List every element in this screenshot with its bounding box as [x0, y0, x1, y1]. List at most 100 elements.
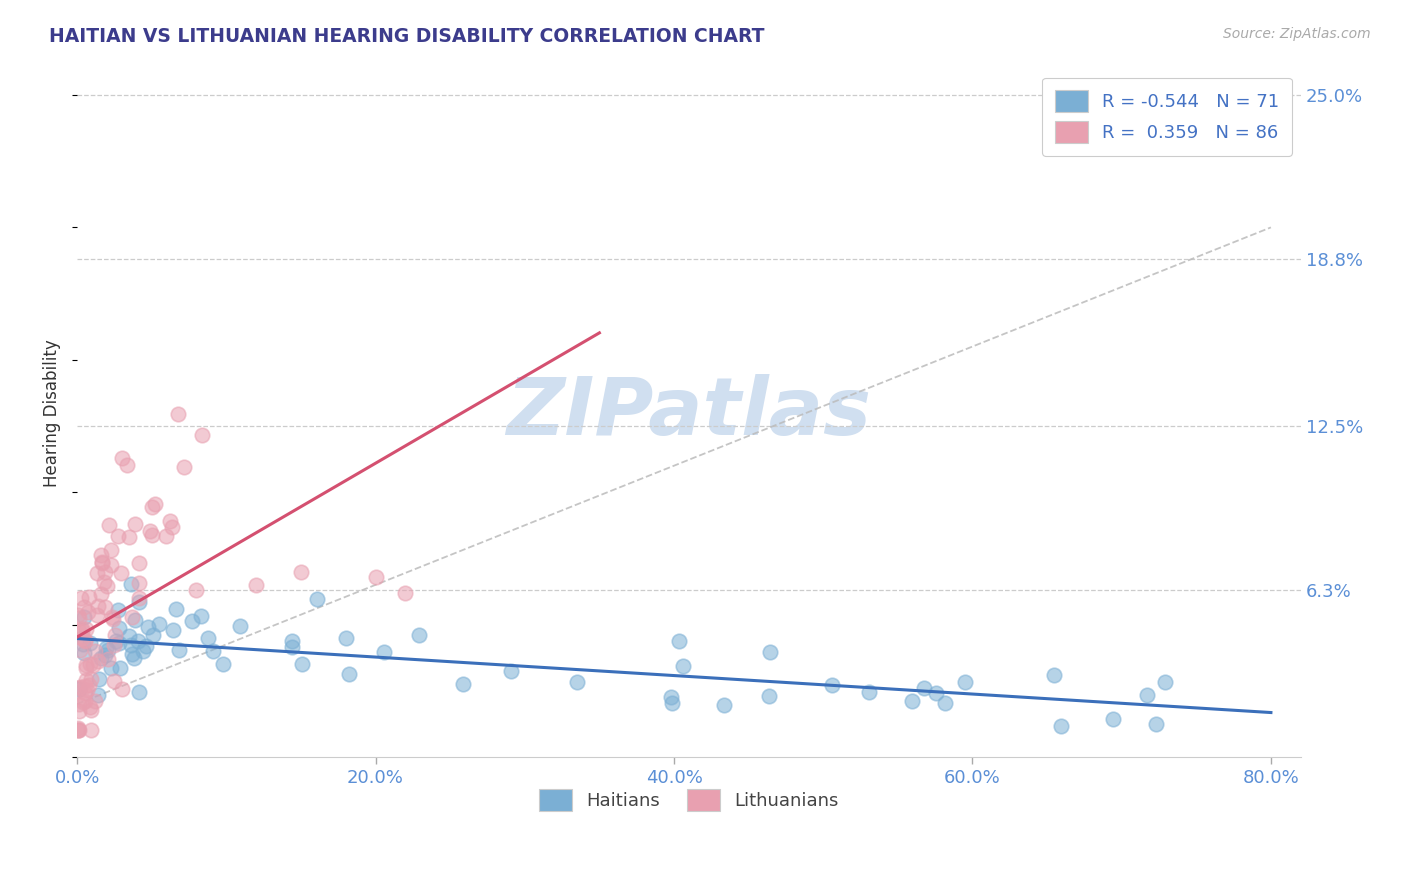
Point	[121, 610, 143, 624]
Point	[73, 610, 96, 624]
Y-axis label: Hearing Disability: Hearing Disability	[44, 339, 60, 487]
Point	[104, 628, 127, 642]
Point	[77, 591, 100, 605]
Point	[159, 514, 181, 528]
Point	[668, 634, 690, 648]
Point	[901, 694, 924, 708]
Point	[122, 651, 145, 665]
Point	[953, 675, 976, 690]
Point	[69, 624, 91, 638]
Point	[100, 661, 122, 675]
Point	[107, 621, 129, 635]
Point	[94, 566, 117, 580]
Point	[118, 629, 141, 643]
Point	[76, 683, 98, 698]
Point	[858, 685, 880, 699]
Point	[229, 618, 252, 632]
Point	[76, 605, 98, 619]
Point	[1136, 688, 1159, 702]
Point	[305, 592, 328, 607]
Point	[197, 631, 219, 645]
Point	[96, 643, 118, 657]
Point	[73, 646, 96, 660]
Point	[80, 672, 103, 686]
Point	[335, 631, 357, 645]
Point	[135, 639, 157, 653]
Point	[162, 520, 184, 534]
Point	[672, 659, 695, 673]
Point	[124, 516, 146, 531]
Point	[67, 611, 90, 625]
Point	[93, 575, 115, 590]
Point	[66, 721, 89, 735]
Point	[290, 565, 312, 579]
Point	[142, 628, 165, 642]
Point	[101, 612, 124, 626]
Legend: Haitians, Lithuanians: Haitians, Lithuanians	[527, 776, 851, 823]
Point	[1043, 667, 1066, 681]
Point	[364, 570, 387, 584]
Point	[75, 685, 97, 699]
Point	[94, 599, 117, 614]
Point	[84, 694, 107, 708]
Point	[118, 530, 141, 544]
Point	[73, 600, 96, 615]
Point	[105, 634, 128, 648]
Point	[79, 700, 101, 714]
Point	[136, 620, 159, 634]
Point	[166, 407, 188, 421]
Point	[1146, 716, 1168, 731]
Point	[96, 579, 118, 593]
Point	[121, 647, 143, 661]
Point	[661, 696, 683, 710]
Point	[67, 723, 90, 738]
Point	[128, 685, 150, 699]
Point	[820, 678, 842, 692]
Point	[86, 566, 108, 580]
Point	[128, 591, 150, 605]
Point	[94, 648, 117, 662]
Point	[87, 654, 110, 668]
Text: ZIPatlas: ZIPatlas	[506, 374, 872, 451]
Point	[501, 664, 523, 678]
Text: HAITIAN VS LITHUANIAN HEARING DISABILITY CORRELATION CHART: HAITIAN VS LITHUANIAN HEARING DISABILITY…	[49, 27, 765, 45]
Point	[75, 679, 97, 693]
Point	[75, 633, 97, 648]
Point	[128, 557, 150, 571]
Point	[155, 528, 177, 542]
Point	[148, 616, 170, 631]
Point	[758, 689, 780, 703]
Point	[108, 661, 131, 675]
Point	[75, 658, 97, 673]
Point	[281, 640, 304, 654]
Point	[67, 682, 90, 697]
Point	[75, 661, 97, 675]
Point	[90, 555, 112, 569]
Point	[84, 644, 107, 658]
Point	[72, 636, 94, 650]
Point	[86, 688, 108, 702]
Point	[67, 723, 90, 738]
Point	[713, 698, 735, 713]
Point	[103, 674, 125, 689]
Point	[191, 428, 214, 442]
Point	[79, 703, 101, 717]
Point	[1154, 675, 1177, 690]
Point	[70, 631, 93, 645]
Point	[451, 677, 474, 691]
Point	[87, 672, 110, 686]
Point	[75, 633, 97, 648]
Point	[186, 583, 208, 598]
Point	[141, 500, 163, 514]
Point	[90, 548, 112, 562]
Point	[120, 638, 142, 652]
Point	[124, 614, 146, 628]
Point	[87, 599, 110, 613]
Point	[90, 586, 112, 600]
Point	[111, 450, 134, 465]
Point	[90, 651, 112, 665]
Point	[111, 681, 134, 696]
Point	[291, 657, 314, 671]
Point	[167, 643, 190, 657]
Point	[337, 666, 360, 681]
